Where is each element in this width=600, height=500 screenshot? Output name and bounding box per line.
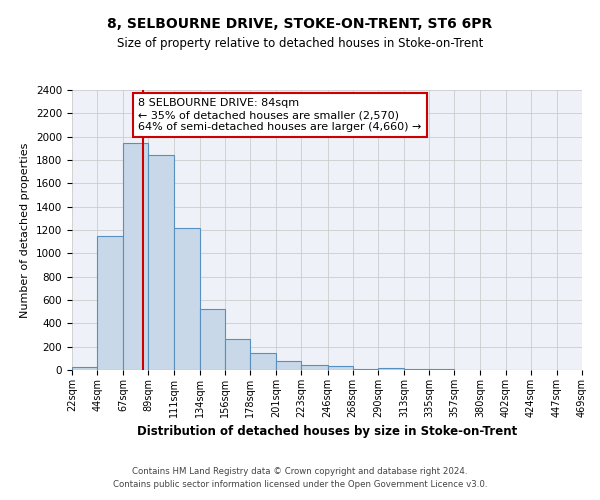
Bar	[250, 352, 276, 370]
Bar	[301, 365, 328, 370]
Bar	[200, 310, 225, 370]
Text: 8, SELBOURNE DRIVE, STOKE-ON-TRENT, ST6 6PR: 8, SELBOURNE DRIVE, STOKE-ON-TRENT, ST6 …	[107, 18, 493, 32]
Bar	[276, 361, 301, 370]
Bar	[97, 236, 124, 370]
Bar	[124, 142, 148, 370]
Bar	[72, 367, 97, 370]
Bar	[353, 369, 378, 370]
Text: 8 SELBOURNE DRIVE: 84sqm
← 35% of detached houses are smaller (2,570)
64% of sem: 8 SELBOURNE DRIVE: 84sqm ← 35% of detach…	[139, 98, 422, 132]
Bar	[225, 339, 250, 370]
Bar	[328, 366, 353, 370]
Bar	[378, 368, 404, 370]
Text: Size of property relative to detached houses in Stoke-on-Trent: Size of property relative to detached ho…	[117, 38, 483, 51]
X-axis label: Distribution of detached houses by size in Stoke-on-Trent: Distribution of detached houses by size …	[137, 426, 517, 438]
Y-axis label: Number of detached properties: Number of detached properties	[20, 142, 31, 318]
Text: Contains public sector information licensed under the Open Government Licence v3: Contains public sector information licen…	[113, 480, 487, 489]
Text: Contains HM Land Registry data © Crown copyright and database right 2024.: Contains HM Land Registry data © Crown c…	[132, 467, 468, 476]
Bar	[173, 228, 200, 370]
Bar	[148, 156, 173, 370]
